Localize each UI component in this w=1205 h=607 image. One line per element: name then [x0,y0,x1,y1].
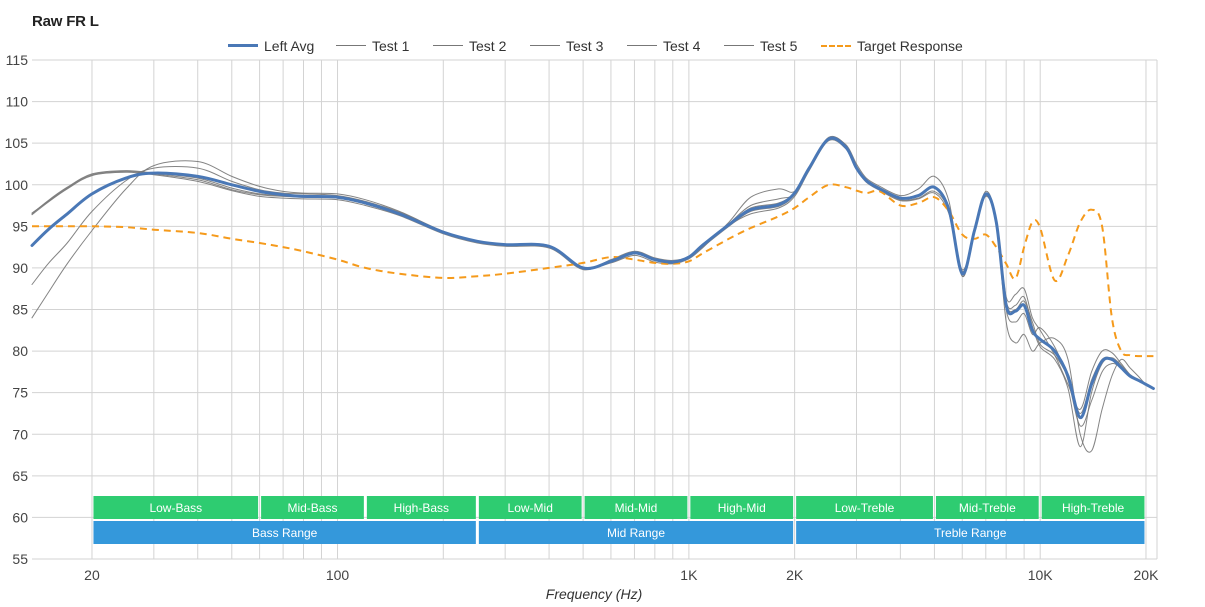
x-axis-ticks: 20 100 1K 2K 10K 20K [84,567,1159,583]
y-tick-label: 70 [12,426,28,442]
legend-label-test-3: Test 3 [566,38,604,54]
y-tick-label: 115 [6,52,29,68]
legend-label-test-1: Test 1 [372,38,410,54]
legend-swatch-test-5 [724,41,754,51]
x-tick-label: 2K [786,567,804,583]
y-tick-label: 110 [6,94,29,110]
legend-label-left-avg: Left Avg [264,38,315,54]
band-low-bass [93,496,259,519]
legend-item-test-4[interactable]: Test 4 [627,36,700,56]
band-high-mid [690,496,794,519]
legend-label-test-4: Test 4 [663,38,701,54]
band-label-low-treble: Low-Treble [835,501,895,515]
legend-item-test-5[interactable]: Test 5 [724,36,797,56]
y-tick-label: 55 [12,551,28,567]
legend-swatch-test-4 [627,41,657,51]
y-tick-label: 60 [12,509,28,525]
legend-swatch-target-response [821,41,851,51]
y-tick-label: 80 [12,343,28,359]
band-label-mid-mid: Mid-Mid [615,501,658,515]
y-axis-ticks: 55 60 65 70 75 80 85 90 95 100 105 110 115 [5,52,29,567]
x-tick-label: 1K [680,567,698,583]
legend-swatch-test-3 [530,41,560,51]
legend-label-test-5: Test 5 [760,38,798,54]
band-label-low-bass: Low-Bass [149,501,202,515]
band-label-high-mid: High-Mid [718,501,766,515]
y-tick-label: 65 [12,468,28,484]
series-line-test-4 [31,139,1154,448]
series-line-left-avg [30,136,1155,420]
band-label-mid-range: Mid Range [607,526,665,540]
legend-item-test-1[interactable]: Test 1 [336,36,409,56]
y-tick-label: 95 [12,218,28,234]
legend-item-target-response[interactable]: Target Response [821,36,963,56]
band-treble-range [796,521,1145,544]
y-tick-label: 90 [12,260,28,276]
legend-label-target-response: Target Response [857,38,963,54]
y-tick-label: 105 [5,135,29,151]
band-mid-mid [584,496,688,519]
band-low-treble [796,496,933,519]
legend-item-test-2[interactable]: Test 2 [433,36,506,56]
series-line-test-2 [31,138,1154,410]
legend-swatch-left-avg [228,41,258,51]
band-high-bass [366,496,476,519]
legend-swatch-test-1 [336,41,366,51]
band-high-treble [1041,496,1145,519]
band-label-mid-treble: Mid-Treble [959,501,1016,515]
band-mid-range [478,521,794,544]
band-label-low-mid: Low-Mid [508,501,553,515]
frequency-bands: Low-Bass Mid-Bass High-Bass Low-Mid Mid-Mid H… [93,496,1145,544]
x-tick-label: 20K [1134,567,1160,583]
grid [32,59,1158,560]
y-tick-label: 100 [5,177,29,193]
y-tick-label: 85 [12,302,28,318]
chart-title: Raw FR L [32,13,99,30]
band-label-bass-range: Bass Range [252,526,318,540]
legend-label-test-2: Test 2 [469,38,507,54]
x-axis-title: Frequency (Hz) [545,586,643,602]
series-lines [30,135,1155,453]
band-low-mid [478,496,582,519]
legend-item-left-avg[interactable]: Left Avg [228,36,314,56]
legend-item-test-3[interactable]: Test 3 [530,36,603,56]
series-line-test-3 [31,137,1154,427]
x-tick-label: 20 [84,567,100,583]
x-tick-label: 100 [326,567,350,583]
band-label-high-treble: High-Treble [1062,501,1125,515]
band-mid-bass [261,496,364,519]
legend-swatch-test-2 [433,41,463,51]
band-mid-treble [935,496,1039,519]
chart-legend: Left Avg Test 1 Test 2 Test 3 Test 4 Tes… [0,36,1205,58]
y-tick-label: 75 [12,385,28,401]
band-label-high-bass: High-Bass [394,501,449,515]
band-bass-range [93,521,476,544]
band-label-treble-range: Treble Range [934,526,1007,540]
x-tick-label: 10K [1028,567,1054,583]
band-label-mid-bass: Mid-Bass [287,501,337,515]
series-line-target-response [32,183,1154,358]
